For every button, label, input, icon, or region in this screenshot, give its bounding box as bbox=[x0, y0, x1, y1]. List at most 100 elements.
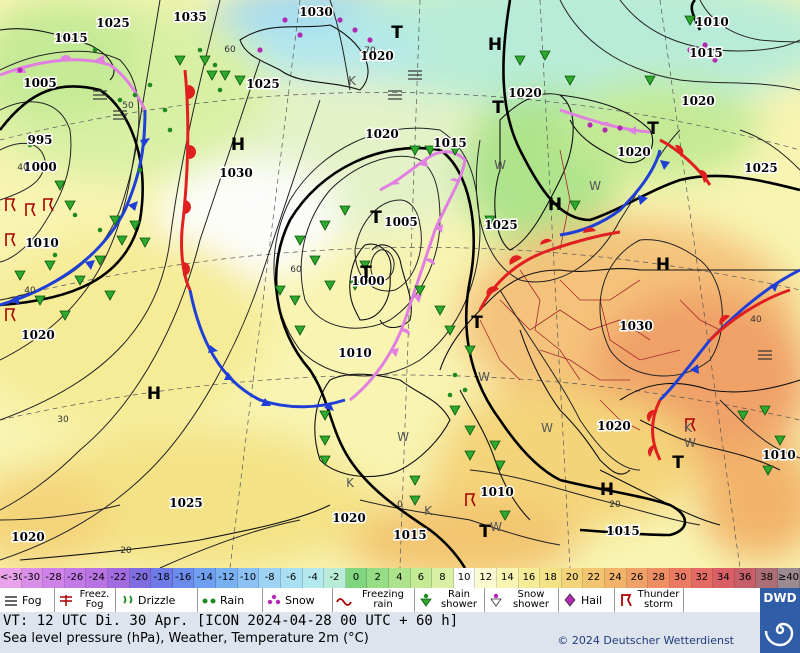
rain-shower-symbol bbox=[759, 405, 771, 416]
info-panel: VT: 12 UTC Di. 30 Apr. [ICON 2024-04-28 … bbox=[0, 612, 760, 653]
rain-symbol bbox=[452, 372, 458, 378]
rain-shower-symbol bbox=[116, 235, 128, 246]
scale-cell: -26 bbox=[64, 568, 87, 588]
temperature-isoline-label: 40 bbox=[17, 163, 29, 173]
temperature-isoline-label: 20 bbox=[609, 500, 621, 510]
snow-symbol bbox=[337, 17, 343, 23]
pressure-label: 1010 bbox=[480, 485, 513, 499]
rain-shower-symbol bbox=[294, 325, 306, 336]
snow-symbol bbox=[367, 37, 373, 43]
pressure-label: 1025 bbox=[484, 218, 517, 232]
rain-symbol bbox=[162, 107, 168, 113]
rain-symbol bbox=[27, 142, 33, 148]
scale-cell: -24 bbox=[86, 568, 109, 588]
dwd-logo-text: DWD bbox=[763, 591, 797, 605]
pressure-label: 1020 bbox=[597, 419, 630, 433]
pressure-label: 1015 bbox=[54, 31, 87, 45]
legend-item: Hail bbox=[559, 588, 615, 612]
warm-air-marker: W bbox=[478, 370, 490, 384]
rain-shower-symbol bbox=[74, 275, 86, 286]
coastlines bbox=[0, 24, 800, 561]
occluded-fronts bbox=[0, 55, 651, 402]
rain-shower-symbol bbox=[514, 55, 526, 66]
rain-shower-symbol bbox=[449, 145, 461, 156]
rain-symbol bbox=[72, 212, 78, 218]
rain-shower-symbol bbox=[774, 435, 786, 446]
rain-shower-symbol bbox=[499, 510, 511, 521]
pressure-label: 1010 bbox=[338, 346, 371, 360]
rain-shower-symbol bbox=[274, 285, 286, 296]
pressure-label: 1015 bbox=[393, 528, 426, 542]
hail-icon bbox=[564, 593, 576, 607]
thunderstorm-symbol bbox=[685, 418, 696, 432]
scale-cell: 18 bbox=[540, 568, 562, 588]
map-labels: 1035 1025 1015 1030 1020 1025 1005 995 1000 1010 1… bbox=[10, 4, 797, 557]
copyright: © 2024 Deutscher Wetterdienst bbox=[557, 634, 734, 647]
rain-shower-symbol bbox=[94, 255, 106, 266]
thunderstorm-symbol bbox=[465, 493, 476, 507]
rain-shower-symbol bbox=[309, 255, 321, 266]
rain-shower-symbol bbox=[339, 205, 351, 216]
precipitation-symbols bbox=[5, 15, 786, 521]
rain-shower-symbol bbox=[44, 260, 56, 271]
warm-air-marker: W bbox=[494, 158, 506, 172]
low-pressure-marker: T bbox=[647, 119, 659, 139]
scale-cell: ≥40 bbox=[777, 568, 800, 588]
high-pressure-marker: H bbox=[600, 480, 614, 500]
rain-shower-symbol bbox=[494, 460, 506, 471]
rain-shower-symbol bbox=[14, 270, 26, 281]
rain-shower-symbol bbox=[409, 495, 421, 506]
dwd-logo: DWD bbox=[760, 588, 800, 653]
scale-cell: -2 bbox=[324, 568, 346, 588]
rain-symbol bbox=[137, 167, 143, 173]
isobar-1015 bbox=[0, 0, 800, 568]
scale-cell: 32 bbox=[691, 568, 714, 588]
weather-legend: Fog Freez. Fog Drizzle Rain Snow Freezing rai… bbox=[0, 588, 760, 612]
legend-item: Snow shower bbox=[485, 588, 559, 612]
pressure-label: 1025 bbox=[744, 161, 777, 175]
scale-cell: 2 bbox=[367, 568, 389, 588]
scale-cell: 16 bbox=[518, 568, 541, 588]
scale-cell: 20 bbox=[561, 568, 584, 588]
scale-cell: <-30 bbox=[0, 568, 25, 588]
legend-label: Rain bbox=[220, 593, 245, 607]
snow-symbol bbox=[17, 67, 23, 73]
legend-label: Snow bbox=[285, 593, 315, 607]
temperature-isoline-label: 40 bbox=[24, 286, 36, 296]
temperature-isoline-label: 0 bbox=[397, 500, 403, 510]
rain-shower-symbol bbox=[444, 325, 456, 336]
high-pressure-marker: H bbox=[488, 35, 502, 55]
low-pressure-marker: T bbox=[672, 453, 684, 473]
warm-air-marker: W bbox=[589, 179, 601, 193]
rain-shower-symbol bbox=[359, 260, 371, 271]
thunderstorm-symbol bbox=[5, 233, 16, 247]
legend-item: Drizzle bbox=[116, 588, 198, 612]
cold-air-marker: K bbox=[346, 476, 355, 490]
thunderstorm-symbol bbox=[43, 198, 54, 212]
scale-cell: 6 bbox=[410, 568, 433, 588]
graticule bbox=[0, 0, 800, 568]
legend-item: Freezing rain bbox=[333, 588, 415, 612]
rain-shower-symbol bbox=[129, 220, 141, 231]
rain-shower-symbol bbox=[59, 310, 71, 321]
high-pressure-marker: H bbox=[548, 195, 562, 215]
rain-symbol bbox=[147, 82, 153, 88]
rain-shower-symbol bbox=[349, 280, 361, 291]
legend-label: Drizzle bbox=[138, 593, 176, 607]
low-pressure-marker: T bbox=[471, 313, 483, 333]
rain-shower-symbol bbox=[434, 305, 446, 316]
scale-cell: -22 bbox=[108, 568, 130, 588]
rain-shower-symbol bbox=[464, 425, 476, 436]
rain-shower-symbol bbox=[289, 295, 301, 306]
scale-cell: -20 bbox=[129, 568, 152, 588]
scale-cell: -28 bbox=[43, 568, 65, 588]
rain-shower-symbol bbox=[54, 180, 66, 191]
legend-label: Freezing rain bbox=[362, 589, 404, 610]
rain-symbol bbox=[117, 97, 123, 103]
scale-cell: 30 bbox=[669, 568, 692, 588]
pressure-label: 1025 bbox=[96, 16, 129, 30]
rain-shower-symbol bbox=[234, 75, 246, 86]
pressure-label: 1020 bbox=[11, 530, 44, 544]
temperature-field bbox=[0, 0, 800, 568]
